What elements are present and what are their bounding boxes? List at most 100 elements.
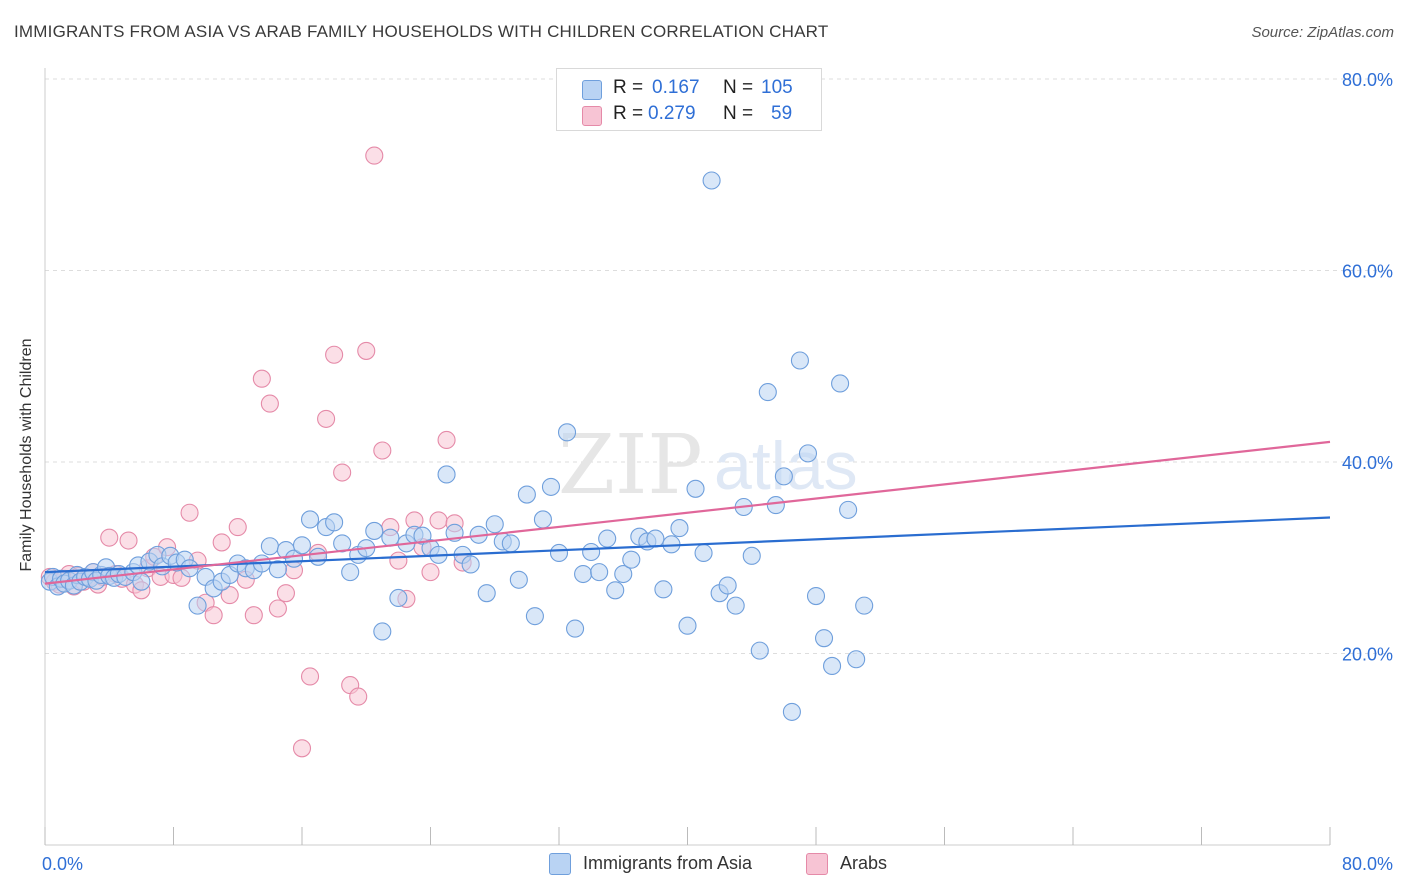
arabs-point	[204, 606, 223, 625]
asia-point	[574, 564, 593, 584]
legend-n-value: 59	[771, 103, 793, 124]
arabs-point	[333, 463, 352, 482]
asia-point	[477, 584, 496, 603]
asia-point	[541, 477, 561, 496]
asia-point	[670, 519, 689, 538]
asia-point	[549, 543, 569, 563]
asia-point	[694, 543, 713, 563]
asia-point	[292, 536, 312, 555]
asia-point	[847, 650, 866, 669]
legend-r-label: R =	[613, 77, 644, 98]
arabs-point	[228, 518, 247, 537]
asia-point	[501, 534, 520, 553]
arabs-point	[220, 586, 239, 605]
asia-point	[646, 529, 665, 548]
arabs-point	[212, 533, 231, 552]
arabs-point	[317, 409, 336, 428]
asia-point	[525, 607, 544, 626]
asia-point	[839, 500, 858, 519]
arabs-point	[325, 345, 344, 364]
arabs-point	[276, 584, 295, 603]
asia-point	[726, 596, 745, 615]
y-tick-label: 40.0%	[1342, 453, 1393, 473]
asia-point	[260, 537, 279, 556]
arabs-point	[389, 551, 408, 570]
asia-point	[268, 560, 287, 579]
arabs-point	[429, 511, 448, 530]
bottom-legend-label-arabs: Arabs	[840, 853, 888, 873]
asia-point	[373, 622, 392, 641]
asia-point	[774, 467, 793, 486]
asia-point	[461, 555, 480, 574]
asia-point	[614, 564, 633, 584]
arabs-point	[268, 599, 287, 618]
source-label: Source: ZipAtlas.com	[1251, 24, 1394, 41]
arabs-point	[180, 503, 199, 522]
asia-point	[766, 496, 785, 515]
asia-point	[622, 550, 641, 569]
asia-point	[814, 629, 834, 648]
asia-point	[806, 586, 826, 606]
asia-point	[309, 547, 328, 566]
y-tick-label: 80.0%	[1342, 70, 1393, 90]
asia-trend-line	[44, 516, 1331, 574]
legend-row-asia: R = 0.167 N = 105	[557, 75, 821, 101]
asia-point	[686, 479, 705, 498]
legend-n-label: N =	[723, 77, 754, 98]
arabs-point	[357, 341, 376, 360]
asia-point	[654, 580, 673, 599]
x-tick-label-max: 80.0%	[1342, 854, 1393, 874]
asia-point	[798, 444, 818, 463]
asia-point	[855, 596, 874, 615]
asia-point	[590, 563, 609, 582]
asia-point	[718, 576, 737, 595]
arabs-point	[300, 667, 320, 686]
asia-point	[790, 351, 809, 370]
asia-point	[702, 171, 721, 190]
arabs-point	[349, 687, 368, 706]
bottom-legend-swatch-arabs	[806, 853, 828, 875]
watermark: ZIP atlas	[558, 418, 858, 513]
asia-point	[437, 465, 456, 484]
asia-point	[598, 529, 617, 548]
asia-point	[678, 616, 697, 635]
asia-point	[831, 374, 850, 393]
asia-point	[325, 513, 344, 532]
legend-n-label: N =	[723, 103, 754, 124]
asia-point	[485, 515, 504, 534]
asia-point	[823, 656, 842, 675]
asia-point	[606, 581, 625, 600]
bottom-legend-label-asia: Immigrants from Asia	[583, 853, 753, 873]
chart-title: IMMIGRANTS FROM ASIA VS ARAB FAMILY HOUS…	[14, 22, 829, 41]
arabs-trend-line	[44, 440, 1331, 585]
arabs-points	[40, 146, 472, 758]
asia-point	[557, 423, 577, 442]
asia-point	[381, 528, 400, 547]
arabs-point	[260, 394, 279, 413]
watermark-atlas: atlas	[714, 428, 858, 504]
arabs-point	[119, 531, 138, 550]
arabs-point	[244, 606, 263, 625]
legend-row-arabs: R = 0.279 N = 59	[557, 101, 821, 127]
tick-labels: 20.0% 40.0% 60.0% 80.0% 0.0% 80.0%	[42, 70, 1393, 874]
legend-r-value: 0.167	[652, 77, 700, 98]
asia-point	[566, 619, 585, 638]
arabs-point	[421, 563, 440, 582]
asia-point	[782, 702, 801, 721]
legend-n-value: 105	[761, 77, 793, 98]
asia-point	[365, 521, 384, 540]
legend-swatch-asia	[582, 80, 602, 100]
arabs-point	[365, 146, 384, 165]
asia-point	[341, 563, 360, 582]
axes	[44, 68, 1331, 846]
arabs-point	[437, 430, 456, 450]
asia-point	[389, 588, 408, 608]
asia-point	[188, 596, 207, 615]
trend-lines	[44, 440, 1331, 585]
asia-point	[284, 549, 304, 568]
bottom-legend-swatch-asia	[549, 853, 571, 875]
asia-point	[533, 510, 552, 529]
asia-point	[582, 542, 601, 562]
arabs-point	[292, 739, 312, 758]
watermark-zip: ZIP	[558, 418, 703, 513]
